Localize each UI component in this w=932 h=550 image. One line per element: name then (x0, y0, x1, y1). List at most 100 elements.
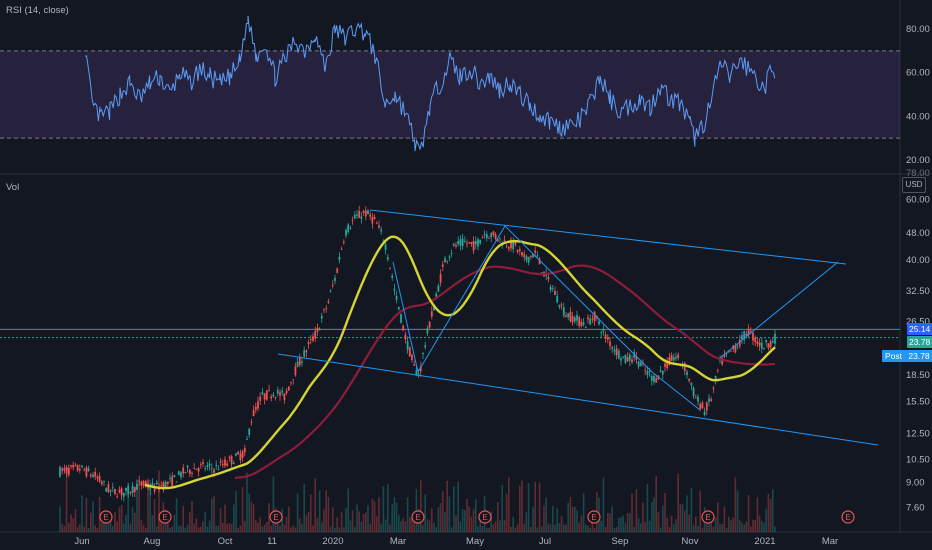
volume-bar (70, 514, 72, 532)
candle-body (283, 393, 286, 400)
candle-body (459, 239, 462, 246)
rsi-indicator-label[interactable]: RSI (14, close) (6, 5, 69, 16)
volume-bar (508, 477, 510, 532)
candle-body (505, 245, 508, 247)
volume-bar (206, 526, 209, 532)
candle-body (122, 492, 125, 497)
volume-bar (246, 472, 248, 532)
candle-body (611, 346, 614, 349)
volume-label[interactable]: Vol (6, 182, 20, 193)
volume-bar (116, 521, 118, 532)
volume-bar (356, 504, 358, 532)
candle-body (380, 229, 383, 232)
candle-body (303, 350, 306, 357)
candle-body (164, 481, 167, 488)
volume-bar (389, 524, 391, 532)
volume-bar (730, 520, 732, 532)
volume-bar (719, 524, 721, 532)
volume-bar (310, 494, 312, 532)
candle-body (402, 325, 405, 331)
earnings-marker-label: E (705, 513, 710, 522)
candle-body (701, 402, 704, 409)
volume-bar (387, 483, 389, 532)
candle-body (107, 484, 110, 493)
earnings-marker: E (841, 510, 855, 524)
candle-body (483, 234, 486, 236)
x-axis-label: 2021 (754, 536, 775, 547)
volume-bar (404, 521, 407, 532)
currency-label[interactable]: USD (902, 177, 926, 193)
candle-body (342, 241, 345, 243)
candle-body (294, 366, 297, 376)
volume-bar (732, 517, 734, 532)
price-tick-label: 15.50 (906, 396, 930, 407)
candle-body (397, 306, 400, 310)
volume-bar (532, 507, 534, 532)
volume-bar (186, 524, 189, 532)
candle-body (591, 318, 594, 320)
candle-body (560, 304, 563, 306)
volume-bar (580, 515, 583, 532)
candle-body (494, 234, 497, 239)
trendline-drawing (504, 225, 653, 373)
price-tick-label: 10.50 (906, 455, 930, 466)
candle-body (624, 354, 627, 363)
candle-body (507, 246, 510, 249)
candle-body (329, 290, 332, 292)
candle-body (675, 356, 677, 359)
volume-bar (519, 485, 521, 532)
volume-bar (681, 503, 684, 532)
candle-body (217, 469, 220, 471)
volume-bar (426, 519, 429, 532)
candle-body (257, 401, 259, 409)
candle-body (81, 465, 83, 467)
volume-bar (523, 523, 525, 532)
volume-bar (501, 485, 503, 532)
volume-bar (567, 502, 569, 532)
volume-bar (244, 520, 246, 532)
earnings-marker-label: E (103, 513, 108, 522)
candle-body (301, 361, 303, 363)
volume-bar (79, 524, 81, 532)
volume-bar (659, 527, 662, 532)
candle-body (688, 378, 691, 381)
candle-body (580, 321, 583, 327)
candle-body (714, 375, 717, 381)
candle-body (327, 301, 330, 303)
volume-bar (202, 521, 204, 532)
candle-body (125, 487, 127, 491)
volume-bar (666, 517, 668, 532)
volume-bar (651, 502, 653, 532)
candle-body (435, 293, 438, 297)
trendline-drawing (719, 261, 839, 359)
candle-body (334, 277, 336, 281)
volume-bar (301, 523, 303, 532)
volume-bar (538, 482, 541, 532)
volume-bar (503, 519, 506, 532)
candle-body (419, 366, 422, 372)
volume-bar (158, 470, 160, 532)
volume-bar (582, 493, 585, 532)
volume-bar (200, 526, 202, 532)
candle-body (186, 465, 189, 468)
volume-bar (351, 510, 354, 532)
candle-body (191, 472, 193, 474)
volume-bar (129, 523, 132, 532)
volume-bar (624, 522, 627, 532)
candle-body (111, 487, 114, 489)
price-tick-label: 40.00 (906, 255, 930, 266)
candle-body (635, 356, 638, 360)
candle-body (153, 485, 156, 492)
candle-body (318, 328, 321, 331)
volume-bar (571, 506, 574, 532)
volume-bar (406, 497, 409, 532)
volume-bar (94, 525, 96, 532)
candle-body (422, 352, 424, 355)
candle-body (437, 285, 440, 292)
volume-bar (648, 520, 651, 532)
candle-body (133, 487, 136, 493)
candle-body (373, 217, 376, 219)
candle-body (499, 237, 501, 239)
volume-bar (219, 508, 222, 532)
volume-bar (549, 524, 552, 532)
